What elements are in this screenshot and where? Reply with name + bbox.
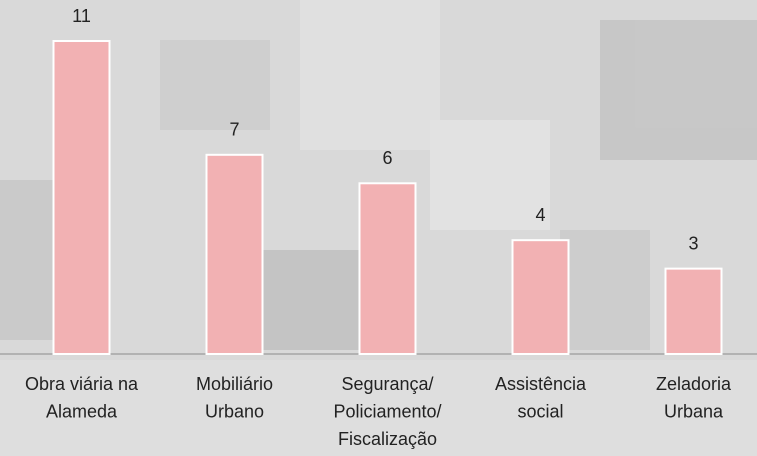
bar — [205, 153, 264, 355]
x-tick-label: Zeladoria — [656, 374, 732, 394]
data-label: 4 — [535, 205, 545, 225]
data-label: 3 — [688, 233, 698, 253]
x-tick-label: Segurança/ — [341, 374, 433, 394]
x-tick-label: Fiscalização — [338, 429, 437, 449]
x-tick-label: Assistência — [495, 374, 587, 394]
bar — [664, 267, 723, 355]
bar — [52, 40, 111, 355]
x-tick-label: Policiamento/ — [333, 401, 441, 421]
data-label: 6 — [382, 148, 392, 168]
bar — [511, 239, 570, 356]
x-tick-label: Urbano — [205, 401, 264, 421]
data-label: 11 — [72, 6, 91, 26]
x-tick-label: Urbana — [664, 401, 724, 421]
data-label: 7 — [229, 120, 239, 140]
bar — [358, 182, 417, 355]
x-tick-label: Alameda — [46, 401, 118, 421]
x-tick-label: Obra viária na — [25, 374, 139, 394]
x-tick-label: Mobiliário — [196, 374, 273, 394]
x-tick-label: social — [517, 401, 563, 421]
